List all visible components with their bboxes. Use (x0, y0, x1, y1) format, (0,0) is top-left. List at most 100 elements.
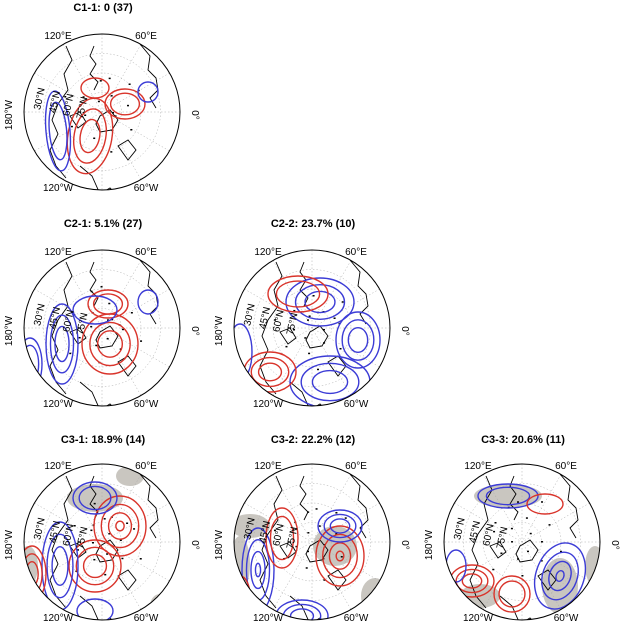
panel-title-c3-1: C3-1: 18.9% (14) (60, 434, 146, 446)
positive-contour (68, 539, 122, 593)
island-mark (293, 328, 296, 331)
island-mark (273, 529, 276, 532)
positive-contour (107, 512, 133, 540)
positive-contour (265, 507, 299, 569)
longitude-label: 180°W (424, 529, 435, 560)
positive-contour (250, 356, 290, 388)
island-mark (110, 151, 113, 153)
island-mark (494, 522, 497, 524)
longitude-label: 60°W (134, 183, 159, 194)
negative-contour (335, 311, 381, 369)
longitude-label: 120°W (43, 183, 74, 194)
negative-contour (300, 362, 360, 402)
longitude-label: 120°E (44, 31, 72, 42)
island-mark (130, 128, 133, 131)
coastline (349, 473, 369, 539)
island-mark (493, 530, 496, 533)
panel-title-c3-3: C3-3: 20.6% (11) (481, 434, 565, 446)
negative-contour (477, 483, 539, 509)
negative-contour (78, 485, 112, 511)
coastline (489, 541, 507, 559)
map-content (24, 464, 180, 620)
island-mark (492, 568, 495, 571)
longitude-label: 0° (189, 326, 200, 336)
latitude-label: 30°N (242, 517, 257, 541)
longitude-label: 60°W (554, 613, 579, 624)
island-mark (315, 508, 318, 510)
positive-contour (93, 495, 147, 557)
island-mark (340, 556, 343, 558)
latitude-label: 45°N (48, 90, 63, 114)
polar-map-c3-3: 120°E 60°E 0° 180°W 120°W 60°W 30°N 45°N60°N75°… (424, 461, 620, 624)
panel-title-c3-2: C3-2: 22.2% (12) (270, 434, 356, 446)
island-mark (140, 340, 143, 342)
island-mark (511, 541, 514, 543)
island-mark (273, 319, 276, 321)
negative-contour (317, 509, 363, 543)
positive-contour (526, 493, 564, 515)
coastline (79, 595, 121, 620)
coastline (79, 165, 121, 190)
negative-contour (24, 344, 40, 384)
island-mark (93, 502, 96, 505)
island-mark (521, 574, 524, 577)
positive-contour (89, 321, 131, 367)
significance-shading (234, 514, 270, 538)
positive-contour (498, 580, 526, 608)
latitude-circle (292, 308, 332, 348)
map-border (23, 249, 181, 407)
positive-contour (109, 92, 141, 116)
longitude-label: 120°E (254, 247, 282, 258)
island-mark (316, 368, 319, 371)
map-border (23, 463, 181, 621)
longitude-label: 0° (609, 540, 620, 550)
negative-contour (44, 90, 72, 172)
island-mark (130, 312, 133, 314)
significance-shading (585, 546, 600, 586)
island-mark (126, 522, 129, 524)
longitude-label: 120°W (253, 613, 284, 624)
island-mark (529, 532, 532, 535)
positive-contour (493, 575, 531, 613)
positive-contour (92, 293, 124, 315)
island-mark (110, 95, 113, 97)
coastline (139, 473, 159, 539)
latitude-label: 75°N (285, 526, 300, 550)
island-mark (323, 579, 326, 581)
island-mark (107, 319, 109, 321)
coastline (117, 355, 137, 377)
map-border (233, 463, 391, 621)
island-mark (344, 517, 347, 519)
longitude-label: 120°E (254, 461, 282, 472)
negative-contour (311, 369, 349, 395)
positive-contour (82, 553, 108, 579)
longitude-label: 60°W (344, 613, 369, 624)
longitude-label: 0° (399, 540, 410, 550)
coastline (139, 43, 159, 109)
panel-title-c2-1: C2-1: 5.1% (27) (63, 218, 143, 230)
island-mark (285, 345, 288, 348)
longitude-label: 60°W (134, 613, 159, 624)
island-mark (103, 518, 106, 520)
longitude-label: 60°E (345, 461, 367, 472)
negative-contour (533, 542, 587, 610)
coastline (279, 327, 297, 345)
island-mark (312, 295, 315, 297)
island-mark (64, 95, 67, 98)
significance-shading (361, 578, 389, 614)
longitude-label: 120°W (253, 399, 284, 410)
coastline (69, 541, 87, 559)
negative-contour (323, 513, 357, 539)
longitude-label: 60°E (135, 247, 157, 258)
negative-contour (254, 562, 262, 578)
longitude-label: 120°E (44, 461, 72, 472)
coastline (79, 381, 121, 406)
island-mark (114, 115, 117, 117)
latitude-label: 60°N (271, 523, 286, 547)
island-mark (295, 545, 298, 548)
latitude-label: 75°N (75, 312, 90, 336)
latitude-label: 30°N (32, 303, 47, 327)
island-mark (92, 542, 94, 544)
longitude-label: 180°W (214, 529, 225, 560)
island-mark (139, 558, 142, 560)
